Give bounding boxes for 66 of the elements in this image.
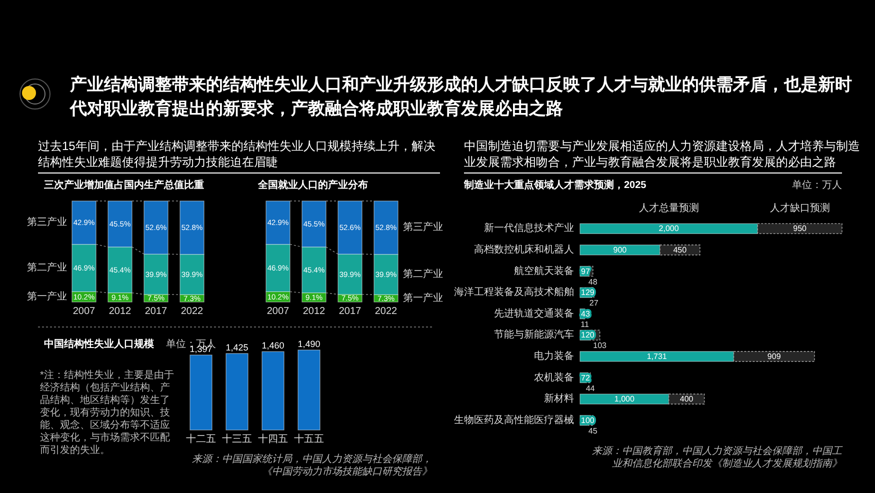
data-label: 1,460 <box>262 340 284 351</box>
text: 中国制造迫切需要与产业发展相适应的人力资源建设格局，人才培养与制造业发展需求相吻合，产业与教育融合发展将是职业教育发展的必由之路 <box>464 139 860 169</box>
series-label: 第一产业 <box>27 290 67 302</box>
x-tick-label: 2012 <box>302 306 326 317</box>
y-tick-label: 电力装备 <box>534 350 574 362</box>
y-tick-label: 农机装备 <box>534 371 574 384</box>
data-label: 27 <box>589 298 599 308</box>
data-label: 44 <box>586 384 596 393</box>
bar <box>733 351 815 362</box>
bar <box>660 244 700 256</box>
data-label: 1,000 <box>614 394 635 404</box>
source-note: 来源：中国国家统计局，中国人力资源与社会保障部，《中国劳动力市场技能缺口研究报告》 <box>192 453 432 478</box>
x-tick-label: 2012 <box>108 306 132 317</box>
text: 中国结构性失业人口规模 <box>44 338 155 350</box>
series-label: 第二产业 <box>403 268 443 280</box>
y-tick-label: 新一代信息技术产业 <box>484 222 574 234</box>
x-tick-label: 2017 <box>144 306 168 317</box>
text: 产业结构调整带来的结构性失业人口和产业升级形成的人才缺口反映了人才与就业的供需矛盾，也是新时代对职业教育提出的新要求，产教融合将成职业教育发展必由之路 <box>69 75 852 119</box>
x-tick-label: 十四五 <box>258 433 288 445</box>
y-tick-label: 高档数控机床和机器人 <box>474 243 574 256</box>
bar <box>580 394 670 404</box>
data-label: 48 <box>588 277 598 286</box>
data-label: 97 <box>581 266 590 276</box>
y-tick-label: 生物医药及高性能医疗器械 <box>454 414 574 426</box>
data-label: 11 <box>580 320 590 329</box>
bar <box>580 223 758 234</box>
y-tick-label: 海洋工程装备及高技术船舶 <box>454 286 574 298</box>
data-label: 1,490 <box>298 339 320 349</box>
x-tick-label: 2007 <box>266 306 290 317</box>
bar <box>580 244 660 256</box>
series-label: 第三产业 <box>403 221 443 234</box>
bar <box>580 351 734 362</box>
x-tick-label: 十三五 <box>222 433 252 445</box>
y-tick-label: 航空航天装备 <box>514 264 574 277</box>
y-tick-label: 先进轨道交通装备 <box>494 307 574 320</box>
x-tick-label: 2007 <box>72 306 96 317</box>
data-label: 900 <box>613 245 628 254</box>
data-label: 1,731 <box>646 352 668 361</box>
text: 过去15年间，由于产业结构调整带来的结构性失业人口规模持续上升，解决结构性失业难题使得提升劳动力技能迫在眉睫 <box>38 139 436 169</box>
series-label: 第三产业 <box>27 216 67 228</box>
chart-subtitle: 单位：万人 <box>792 179 842 191</box>
y-tick-label: 新材料 <box>544 392 574 405</box>
data-label: 103 <box>593 341 608 350</box>
x-tick-label: 2022 <box>180 306 204 317</box>
chart-title: 全国就业人口的产业分布 <box>257 179 368 191</box>
text: *注：结构性失业，主要是由于经济结构（包括产业结构、产品结构、地区结构等）发生了变化，现有劳动力的知识、技能、观念、区域分布等不适应这种变化，与市场需求不匹配而引发的失业。 <box>40 369 174 456</box>
series-label: 第二产业 <box>27 262 67 274</box>
data-label: 909 <box>767 352 782 361</box>
x-tick-label: 十五五 <box>294 433 324 445</box>
x-tick-label: 2022 <box>374 306 398 317</box>
data-label: 400 <box>680 394 694 404</box>
source-note: 来源：中国教育部，中国人力资源与社会保障部，中国工业和信息化部联合印发《制造业人才发展规划指南》 <box>592 445 843 470</box>
series-label: 人才总量预测 <box>638 202 699 214</box>
data-label: 2,000 <box>658 224 680 234</box>
x-tick-label: 十二五 <box>186 433 216 445</box>
data-label: 1,425 <box>226 342 248 352</box>
series-label: 第一产业 <box>403 292 443 304</box>
data-label: 950 <box>793 224 808 234</box>
series-label: 人才缺口预测 <box>770 202 830 214</box>
bar <box>757 223 842 234</box>
y-tick-label: 节能与新能源汽车 <box>494 328 574 341</box>
chart-title: 三次产业增加值占国内生产总值比重 <box>44 179 204 191</box>
x-tick-label: 2017 <box>338 306 362 317</box>
data-label: 450 <box>673 245 688 254</box>
chart-title: 制造业十大重点领域人才需求预测，2025 <box>463 179 647 191</box>
data-label: 45 <box>588 426 598 436</box>
